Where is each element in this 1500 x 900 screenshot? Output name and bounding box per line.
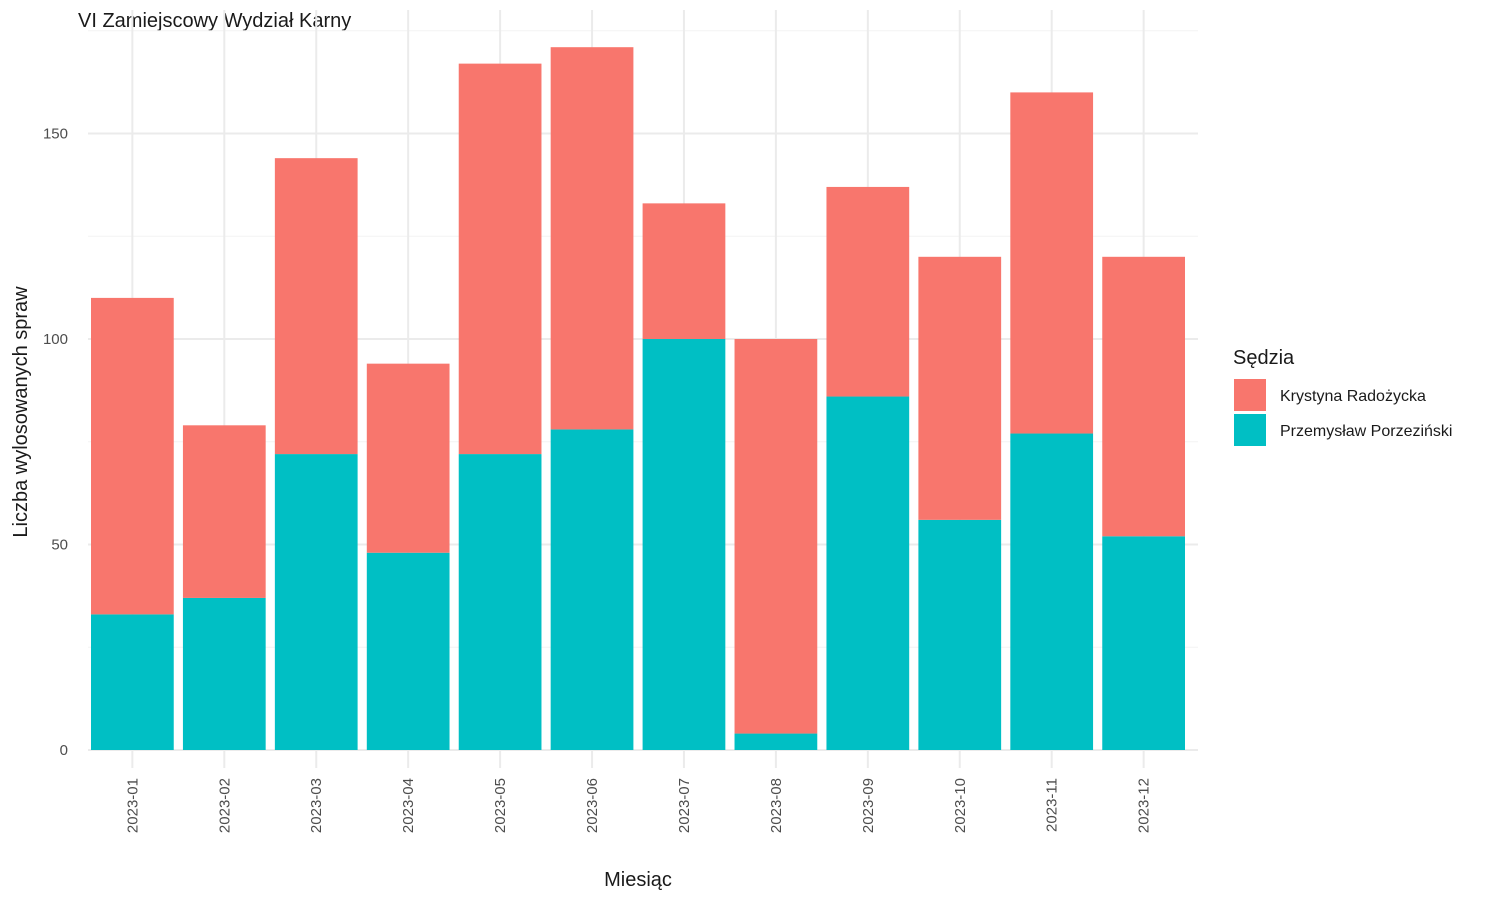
x-tick-label: 2023-07 bbox=[676, 778, 693, 833]
legend-title: Sędzia bbox=[1233, 347, 1295, 369]
bar-segment bbox=[458, 63, 542, 455]
x-tick-label: 2023-03 bbox=[308, 778, 325, 833]
x-tick-label: 2023-06 bbox=[584, 778, 601, 833]
bar-segment bbox=[642, 339, 726, 750]
y-axis-ticks: 0 50 100 150 bbox=[43, 126, 68, 760]
bar-segment bbox=[826, 186, 910, 397]
bar-segment bbox=[1102, 536, 1185, 750]
x-tick-label: 2023-10 bbox=[952, 778, 969, 833]
bar-segment bbox=[734, 339, 818, 734]
chart-title: VI Zamiejscowy Wydział Karny bbox=[78, 10, 351, 32]
x-tick-label: 2023-01 bbox=[124, 778, 141, 833]
bar-segment bbox=[918, 256, 1002, 520]
x-tick-label: 2023-04 bbox=[400, 778, 417, 833]
x-axis-ticks: 2023-01 2023-02 2023-03 2023-04 2023-05 2023-… bbox=[124, 778, 1152, 833]
x-tick-label: 2023-02 bbox=[216, 778, 233, 833]
bar-segment bbox=[182, 597, 266, 750]
y-tick-label: 100 bbox=[43, 331, 68, 348]
legend-swatch bbox=[1234, 379, 1266, 411]
bar-segment bbox=[642, 203, 726, 339]
bar-segment bbox=[1102, 256, 1185, 537]
bar-segment bbox=[274, 454, 358, 750]
bar-segment bbox=[1010, 92, 1094, 434]
x-tick-label: 2023-09 bbox=[860, 778, 877, 833]
bar-segment bbox=[91, 297, 174, 615]
bar-segment bbox=[734, 733, 818, 750]
x-tick-label: 2023-08 bbox=[768, 778, 785, 833]
x-tick-label: 2023-12 bbox=[1136, 778, 1153, 833]
legend-swatch bbox=[1234, 414, 1266, 446]
x-tick-label: 2023-05 bbox=[492, 778, 509, 833]
legend: Sędzia Krystyna Radożycka Przemysław Porz… bbox=[1233, 347, 1452, 446]
y-tick-label: 50 bbox=[51, 537, 68, 554]
bar-segment bbox=[366, 363, 450, 553]
legend-items: Krystyna Radożycka Przemysław Porzeziński bbox=[1234, 379, 1452, 446]
bars bbox=[91, 47, 1185, 750]
legend-label: Krystyna Radożycka bbox=[1280, 388, 1426, 405]
bar-segment bbox=[91, 614, 174, 750]
bar-segment bbox=[1010, 433, 1094, 750]
bar-segment bbox=[274, 158, 358, 455]
x-tick-label: 2023-11 bbox=[1044, 778, 1061, 832]
bar-segment bbox=[366, 552, 450, 750]
bar-segment bbox=[918, 519, 1002, 750]
bar-segment bbox=[182, 425, 266, 598]
bar-segment bbox=[826, 396, 910, 750]
y-tick-label: 150 bbox=[43, 126, 68, 143]
bar-segment bbox=[458, 454, 542, 750]
legend-label: Przemysław Porzeziński bbox=[1280, 423, 1452, 440]
bar-segment bbox=[550, 47, 634, 430]
x-axis-title: Miesiąc bbox=[604, 869, 672, 891]
y-tick-label: 0 bbox=[60, 742, 68, 759]
y-axis-title: Liczba wylosowanych spraw bbox=[10, 286, 32, 538]
bar-segment bbox=[550, 429, 634, 750]
